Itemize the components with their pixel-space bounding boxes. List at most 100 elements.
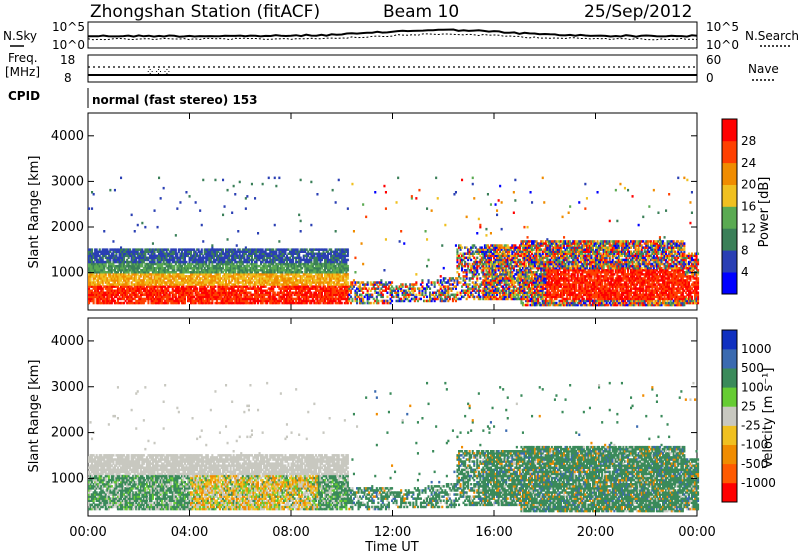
range-gate-cell	[109, 189, 111, 192]
range-gate-cell	[185, 191, 187, 194]
nsearch-tick-top: 10^5	[706, 20, 739, 34]
range-gate-cell	[485, 228, 487, 231]
range-gate-cell	[473, 296, 475, 299]
range-gate-cell	[437, 197, 439, 200]
range-gate-cell	[472, 177, 474, 180]
range-gate-cell	[137, 224, 139, 227]
range-gate-cell	[426, 238, 428, 241]
range-gate-cell	[239, 181, 241, 184]
beam-title: Beam 10	[383, 2, 459, 22]
range-gate-cell	[274, 177, 276, 180]
freq-label: Freq.	[8, 51, 38, 65]
nsky-tick-bottom: 10^0	[52, 38, 85, 52]
range-gate-cell	[495, 203, 497, 206]
range-gate-cell	[441, 244, 443, 247]
range-gate-cell	[365, 216, 367, 219]
range-gate-cell	[141, 222, 143, 225]
range-gate-cell	[391, 281, 393, 284]
range-gate-cell	[195, 201, 197, 204]
range-gate-cell	[88, 207, 90, 210]
range-gate-cell	[490, 232, 492, 235]
range-gate-cell	[201, 248, 203, 251]
nave-tick-bottom: 0	[706, 71, 714, 85]
freq-panel: Freq. [MHz] 18 8 60 0 Nave ⁘⁘⁘	[5, 51, 779, 85]
range-gate-cell	[152, 242, 154, 245]
range-gate-cell	[361, 242, 363, 245]
range-gate-cell	[211, 244, 213, 247]
range-gate-cell	[251, 183, 253, 186]
range-gate-cell	[476, 257, 478, 260]
range-gate-cell	[470, 259, 472, 262]
range-gate-cell	[402, 283, 404, 286]
range-gate-cell	[335, 201, 337, 204]
range-gate-cell	[490, 203, 492, 206]
range-gate-cell	[338, 179, 340, 182]
range-gate-cell	[158, 177, 160, 180]
range-gate-cell	[341, 302, 343, 305]
range-gate-cell	[487, 193, 489, 196]
range-gate-cell	[254, 197, 256, 200]
nsky-trace	[88, 30, 697, 37]
range-gate-cell	[310, 224, 312, 227]
range-gate-cell	[411, 195, 413, 198]
range-gate-cell	[415, 294, 417, 297]
range-gate-cell	[444, 277, 446, 280]
freq-tick-top: 18	[60, 53, 75, 67]
range-gate-cell	[236, 244, 238, 247]
range-gate-cell	[199, 209, 201, 212]
range-gate-cell	[456, 292, 458, 295]
range-gate-cell	[354, 271, 356, 274]
range-gate-cell	[421, 279, 423, 282]
range-gate-cell	[112, 240, 114, 243]
range-gate-cell	[224, 205, 226, 208]
range-gate-cell	[429, 287, 431, 290]
range-gate-cell	[353, 230, 355, 233]
range-gate-cell	[386, 292, 388, 295]
range-gate-cell	[428, 279, 430, 282]
range-gate-cell	[455, 244, 457, 247]
range-gate-cell	[367, 281, 369, 284]
range-gate-cell	[245, 207, 247, 210]
range-gate-cell	[300, 220, 302, 223]
range-gate-cell	[246, 195, 248, 198]
range-gate-cell	[160, 197, 162, 200]
range-gate-cell	[426, 265, 428, 268]
range-gate-cell	[154, 209, 156, 212]
range-gate-cell	[444, 224, 446, 227]
range-gate-cell	[380, 279, 382, 282]
range-gate-cell	[298, 214, 300, 217]
range-gate-cell	[231, 212, 233, 215]
freq-tick-bottom: 8	[64, 71, 72, 85]
range-gate-cell	[478, 218, 480, 221]
range-gate-cell	[399, 240, 401, 243]
cpid-value: normal (fast stereo) 153	[92, 93, 258, 107]
nsky-tick-top: 10^5	[52, 20, 85, 34]
range-gate-cell	[383, 185, 385, 188]
range-gate-cell	[473, 197, 475, 200]
nave-tick-top: 60	[706, 53, 721, 67]
range-gate-cell	[91, 248, 93, 251]
range-gate-cell	[176, 207, 178, 210]
range-gate-cell	[347, 273, 349, 276]
range-gate-cell	[201, 224, 203, 227]
range-gate-cell	[382, 294, 384, 297]
range-gate-cell	[227, 189, 229, 192]
range-gate-cell	[472, 183, 474, 186]
range-gate-cell	[214, 179, 216, 182]
nsky-panel: N.Sky 10^5 10^0 10^5 10^0 N.Search	[3, 20, 799, 52]
range-gate-cell	[274, 224, 276, 227]
range-gate-cell	[189, 195, 191, 198]
range-gate-cell	[234, 193, 236, 196]
range-gate-cell	[227, 238, 229, 241]
range-gate-cell	[362, 203, 364, 206]
range-gate-cell	[440, 275, 442, 278]
range-gate-cell	[222, 214, 224, 217]
range-gate-cell	[114, 189, 116, 192]
range-gate-cell	[385, 207, 387, 210]
range-gate-cell	[460, 277, 462, 280]
range-gate-cell	[214, 285, 216, 288]
range-gate-cell	[469, 283, 471, 286]
range-gate-cell	[347, 248, 349, 251]
range-gate-cell	[163, 187, 165, 190]
